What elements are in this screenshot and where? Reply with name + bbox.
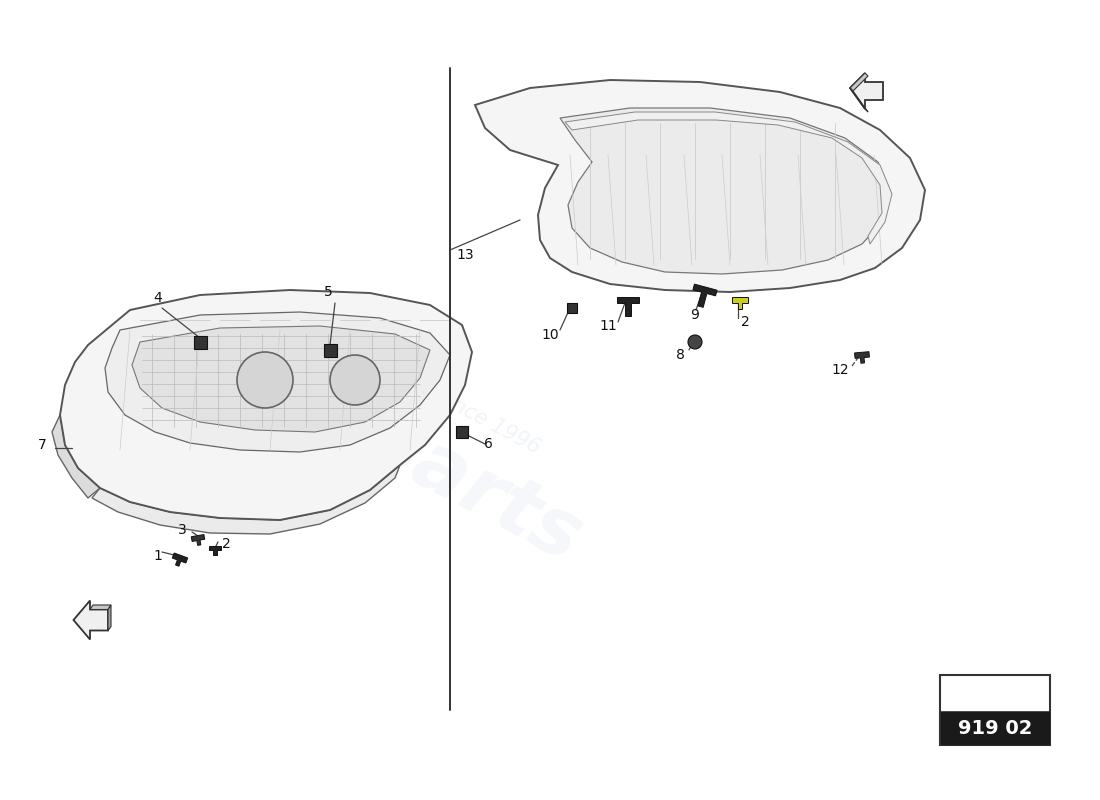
Text: 11: 11 — [600, 319, 617, 333]
Text: 2: 2 — [221, 537, 230, 551]
Polygon shape — [104, 312, 450, 452]
Bar — [940, 711, 1050, 745]
Bar — [566, 303, 578, 313]
Circle shape — [330, 355, 380, 405]
Circle shape — [236, 352, 293, 408]
Text: 12: 12 — [832, 363, 849, 377]
Text: 10: 10 — [541, 328, 559, 342]
Polygon shape — [850, 88, 868, 112]
Bar — [456, 426, 468, 438]
Text: 7: 7 — [37, 438, 46, 452]
Polygon shape — [209, 546, 221, 555]
Text: 4: 4 — [154, 291, 163, 305]
Text: 13: 13 — [456, 248, 474, 262]
Polygon shape — [475, 80, 925, 292]
Text: 919 02: 919 02 — [958, 718, 1032, 738]
Polygon shape — [191, 534, 205, 546]
Polygon shape — [52, 415, 100, 498]
Bar — [194, 335, 207, 349]
Text: 5: 5 — [323, 285, 332, 299]
Bar — [940, 675, 1050, 745]
Polygon shape — [617, 298, 639, 316]
Polygon shape — [60, 290, 472, 520]
Polygon shape — [850, 73, 883, 109]
Polygon shape — [560, 108, 890, 274]
Polygon shape — [732, 297, 748, 309]
Circle shape — [688, 335, 702, 349]
Text: 6: 6 — [484, 437, 493, 451]
Text: 8: 8 — [675, 348, 684, 362]
Text: 2: 2 — [740, 315, 749, 329]
Polygon shape — [855, 352, 869, 363]
Polygon shape — [90, 605, 111, 610]
Polygon shape — [173, 553, 188, 566]
Text: a passion for parts since 1996: a passion for parts since 1996 — [256, 292, 543, 458]
Polygon shape — [565, 112, 892, 244]
Polygon shape — [693, 284, 717, 307]
Text: 9: 9 — [691, 308, 700, 322]
Text: 1: 1 — [154, 549, 163, 563]
Bar — [323, 343, 337, 357]
Text: 3: 3 — [177, 523, 186, 537]
Polygon shape — [132, 326, 430, 432]
Text: europarts: europarts — [165, 301, 595, 579]
Polygon shape — [74, 601, 108, 639]
Polygon shape — [850, 73, 868, 91]
Polygon shape — [92, 465, 400, 534]
Polygon shape — [108, 605, 111, 630]
